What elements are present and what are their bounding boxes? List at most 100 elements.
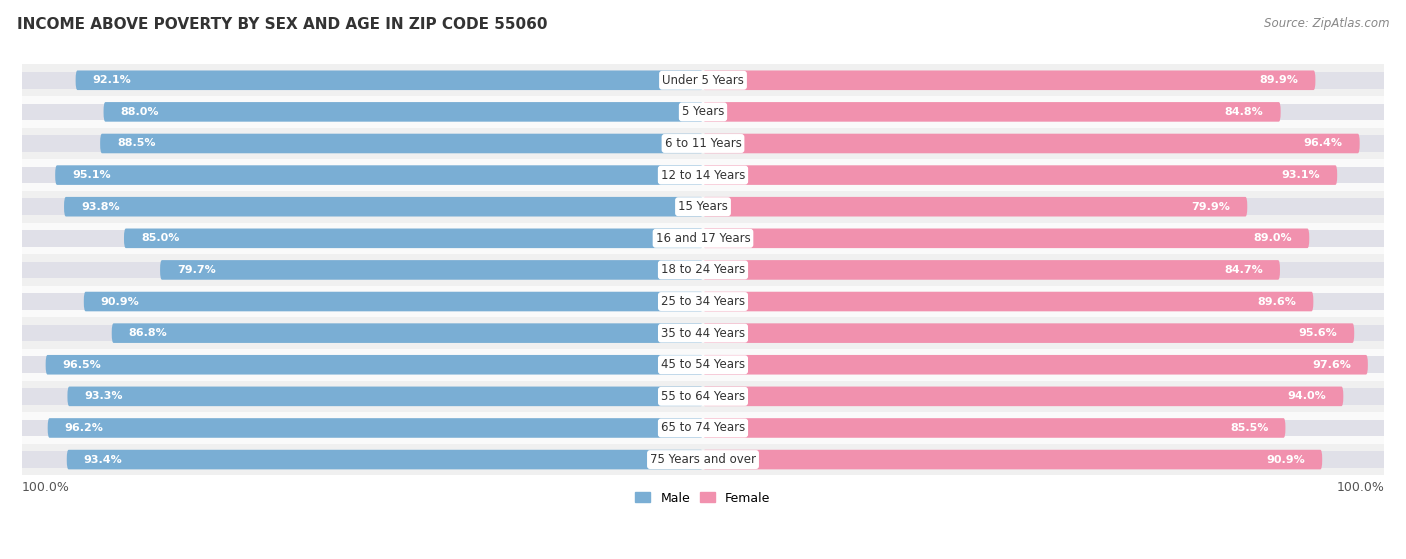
Bar — [22, 230, 703, 247]
Bar — [703, 262, 1384, 278]
Legend: Male, Female: Male, Female — [630, 486, 776, 510]
Bar — [22, 96, 1384, 127]
Bar — [22, 103, 703, 120]
Bar — [703, 230, 1384, 247]
FancyBboxPatch shape — [703, 355, 1368, 375]
Text: 96.4%: 96.4% — [1303, 139, 1343, 149]
FancyBboxPatch shape — [104, 102, 703, 122]
FancyBboxPatch shape — [703, 323, 1354, 343]
Bar — [22, 198, 703, 215]
Text: 93.8%: 93.8% — [82, 202, 120, 212]
Bar — [703, 72, 1384, 88]
Text: 15 Years: 15 Years — [678, 200, 728, 213]
Bar — [22, 64, 1384, 96]
Bar — [703, 388, 1384, 405]
Bar — [703, 198, 1384, 215]
Text: 55 to 64 Years: 55 to 64 Years — [661, 390, 745, 403]
Bar — [22, 135, 703, 152]
FancyBboxPatch shape — [55, 165, 703, 185]
Text: Under 5 Years: Under 5 Years — [662, 74, 744, 87]
Text: 65 to 74 Years: 65 to 74 Years — [661, 421, 745, 434]
Bar — [22, 388, 703, 405]
Bar — [22, 381, 1384, 412]
FancyBboxPatch shape — [703, 102, 1281, 122]
Text: 93.3%: 93.3% — [84, 391, 122, 401]
Bar — [22, 286, 1384, 318]
Bar — [22, 412, 1384, 444]
Text: 96.2%: 96.2% — [65, 423, 104, 433]
Bar — [22, 293, 703, 310]
Text: 75 Years and over: 75 Years and over — [650, 453, 756, 466]
Bar — [22, 262, 703, 278]
Bar — [22, 357, 703, 373]
Text: 5 Years: 5 Years — [682, 106, 724, 119]
Bar — [22, 318, 1384, 349]
Bar — [703, 293, 1384, 310]
Bar — [22, 72, 703, 88]
Text: 94.0%: 94.0% — [1288, 391, 1326, 401]
Bar — [22, 167, 703, 183]
Text: 93.1%: 93.1% — [1281, 170, 1320, 180]
Text: Source: ZipAtlas.com: Source: ZipAtlas.com — [1264, 17, 1389, 30]
Text: 79.7%: 79.7% — [177, 265, 217, 275]
Text: 93.4%: 93.4% — [84, 454, 122, 465]
FancyBboxPatch shape — [703, 229, 1309, 248]
FancyBboxPatch shape — [703, 165, 1337, 185]
Text: 12 to 14 Years: 12 to 14 Years — [661, 169, 745, 182]
Text: 89.9%: 89.9% — [1260, 75, 1298, 86]
FancyBboxPatch shape — [703, 418, 1285, 438]
Text: 89.6%: 89.6% — [1257, 296, 1296, 306]
FancyBboxPatch shape — [66, 450, 703, 470]
Text: 96.5%: 96.5% — [63, 360, 101, 369]
FancyBboxPatch shape — [703, 292, 1313, 311]
Text: 18 to 24 Years: 18 to 24 Years — [661, 263, 745, 276]
Text: 86.8%: 86.8% — [129, 328, 167, 338]
Text: 16 and 17 Years: 16 and 17 Years — [655, 232, 751, 245]
Text: 89.0%: 89.0% — [1254, 233, 1292, 243]
Bar — [703, 325, 1384, 342]
Bar — [22, 451, 703, 468]
Bar — [22, 444, 1384, 475]
FancyBboxPatch shape — [703, 70, 1316, 90]
Text: 100.0%: 100.0% — [1336, 481, 1384, 494]
FancyBboxPatch shape — [84, 292, 703, 311]
FancyBboxPatch shape — [703, 450, 1322, 470]
FancyBboxPatch shape — [67, 387, 703, 406]
Bar — [22, 325, 703, 342]
Text: 95.1%: 95.1% — [72, 170, 111, 180]
Text: 88.0%: 88.0% — [121, 107, 159, 117]
Bar — [703, 103, 1384, 120]
Text: 35 to 44 Years: 35 to 44 Years — [661, 326, 745, 340]
Text: 84.8%: 84.8% — [1225, 107, 1264, 117]
Bar — [22, 420, 703, 436]
Text: 45 to 54 Years: 45 to 54 Years — [661, 358, 745, 371]
FancyBboxPatch shape — [100, 134, 703, 153]
Bar — [703, 135, 1384, 152]
FancyBboxPatch shape — [45, 355, 703, 375]
Bar — [703, 357, 1384, 373]
Bar — [703, 420, 1384, 436]
Text: 100.0%: 100.0% — [22, 481, 70, 494]
Bar — [22, 127, 1384, 159]
FancyBboxPatch shape — [703, 134, 1360, 153]
FancyBboxPatch shape — [124, 229, 703, 248]
FancyBboxPatch shape — [48, 418, 703, 438]
Text: 90.9%: 90.9% — [101, 296, 139, 306]
Text: 92.1%: 92.1% — [93, 75, 131, 86]
FancyBboxPatch shape — [76, 70, 703, 90]
Text: 25 to 34 Years: 25 to 34 Years — [661, 295, 745, 308]
Text: 85.0%: 85.0% — [141, 233, 180, 243]
Text: 6 to 11 Years: 6 to 11 Years — [665, 137, 741, 150]
Text: 90.9%: 90.9% — [1267, 454, 1305, 465]
Text: 95.6%: 95.6% — [1298, 328, 1337, 338]
Text: 97.6%: 97.6% — [1312, 360, 1351, 369]
Text: INCOME ABOVE POVERTY BY SEX AND AGE IN ZIP CODE 55060: INCOME ABOVE POVERTY BY SEX AND AGE IN Z… — [17, 17, 547, 32]
FancyBboxPatch shape — [65, 197, 703, 216]
Text: 88.5%: 88.5% — [117, 139, 156, 149]
FancyBboxPatch shape — [111, 323, 703, 343]
Text: 79.9%: 79.9% — [1191, 202, 1230, 212]
Bar — [22, 222, 1384, 254]
Bar — [22, 254, 1384, 286]
Bar — [703, 451, 1384, 468]
Text: 84.7%: 84.7% — [1225, 265, 1263, 275]
